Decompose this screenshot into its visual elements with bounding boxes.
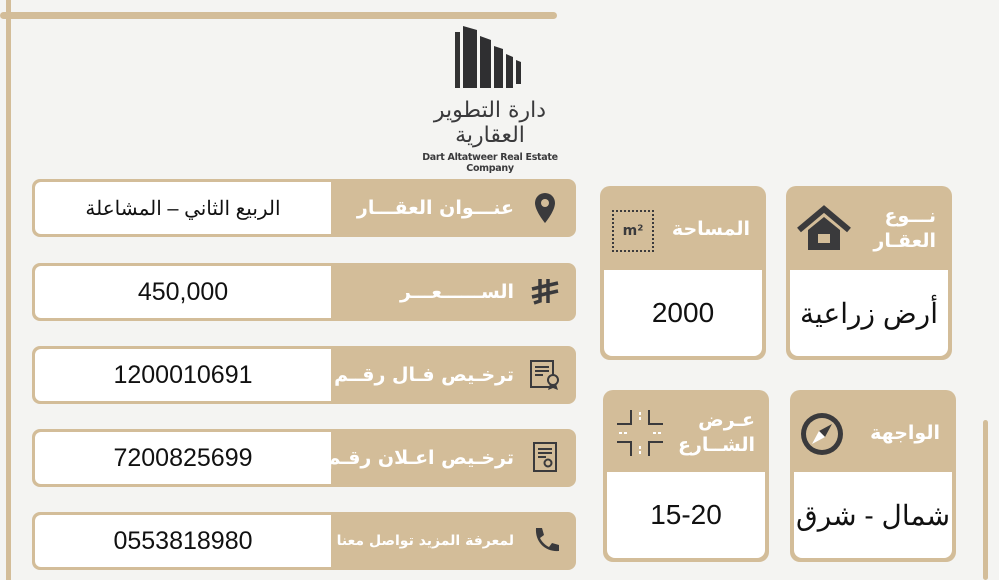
facade-value: شمال - شرق bbox=[794, 472, 952, 558]
right-divider bbox=[983, 420, 988, 580]
property-type-value: أرض زراعية bbox=[790, 270, 948, 356]
facade-card: الواجهة شمال - شرق bbox=[790, 390, 956, 562]
fal-license-value: 1200010691 bbox=[35, 349, 331, 401]
street-intersection-icon bbox=[617, 410, 663, 456]
company-logo: دارة التطوير العقارية Dart Altatweer Rea… bbox=[400, 26, 580, 174]
street-width-card: عـرض الشــارع 15-20 bbox=[603, 390, 769, 562]
contact-label: لمعرفة المزيد تواصل معنا bbox=[336, 533, 514, 549]
area-m2-icon: m² bbox=[612, 210, 654, 252]
contact-row: 0553818980 لمعرفة المزيد تواصل معنا bbox=[32, 512, 576, 570]
compass-icon bbox=[801, 413, 843, 455]
address-label: عنـــوان العقـــار bbox=[356, 197, 514, 219]
area-label: المساحة bbox=[671, 217, 750, 240]
ad-license-label: ترخـيص اعـلان رقـم bbox=[326, 447, 514, 469]
buildings-logo-icon bbox=[455, 26, 521, 88]
facade-label: الواجهة bbox=[870, 421, 940, 444]
fal-license-row: 1200010691 ترخـيص فـال رقــم bbox=[32, 346, 576, 404]
price-row: 450,000 الســــــعـــر bbox=[32, 263, 576, 321]
company-name-ar: دارة التطوير العقارية bbox=[433, 98, 547, 148]
ad-license-value: 7200825699 bbox=[35, 432, 331, 484]
area-card: المساحة m² 2000 bbox=[600, 186, 766, 360]
document-icon bbox=[533, 442, 557, 472]
property-type-card: نـــوع العقـار أرض زراعية bbox=[786, 186, 952, 360]
company-name-en: Dart Altatweer Real Estate Company bbox=[422, 152, 558, 174]
fal-license-label: ترخـيص فـال رقــم bbox=[334, 364, 514, 386]
area-value: 2000 bbox=[604, 270, 762, 356]
phone-value[interactable]: 0553818980 bbox=[35, 515, 331, 567]
riyal-icon bbox=[531, 279, 559, 305]
property-type-label: نـــوع العقـار bbox=[873, 205, 936, 252]
location-pin-icon bbox=[535, 193, 555, 223]
certificate-icon bbox=[530, 360, 559, 390]
house-icon bbox=[797, 205, 851, 250]
street-width-value: 15-20 bbox=[607, 472, 765, 558]
ad-license-row: 7200825699 ترخـيص اعـلان رقـم bbox=[32, 429, 576, 487]
top-divider bbox=[0, 12, 557, 19]
phone-icon bbox=[535, 528, 559, 552]
price-label: الســــــعـــر bbox=[400, 281, 514, 303]
address-row: الربيع الثاني – المشاعلة عنـــوان العقــ… bbox=[32, 179, 576, 237]
street-width-label: عـرض الشــارع bbox=[677, 409, 755, 456]
price-value: 450,000 bbox=[35, 266, 331, 318]
address-value: الربيع الثاني – المشاعلة bbox=[35, 182, 331, 234]
left-divider bbox=[6, 0, 11, 580]
